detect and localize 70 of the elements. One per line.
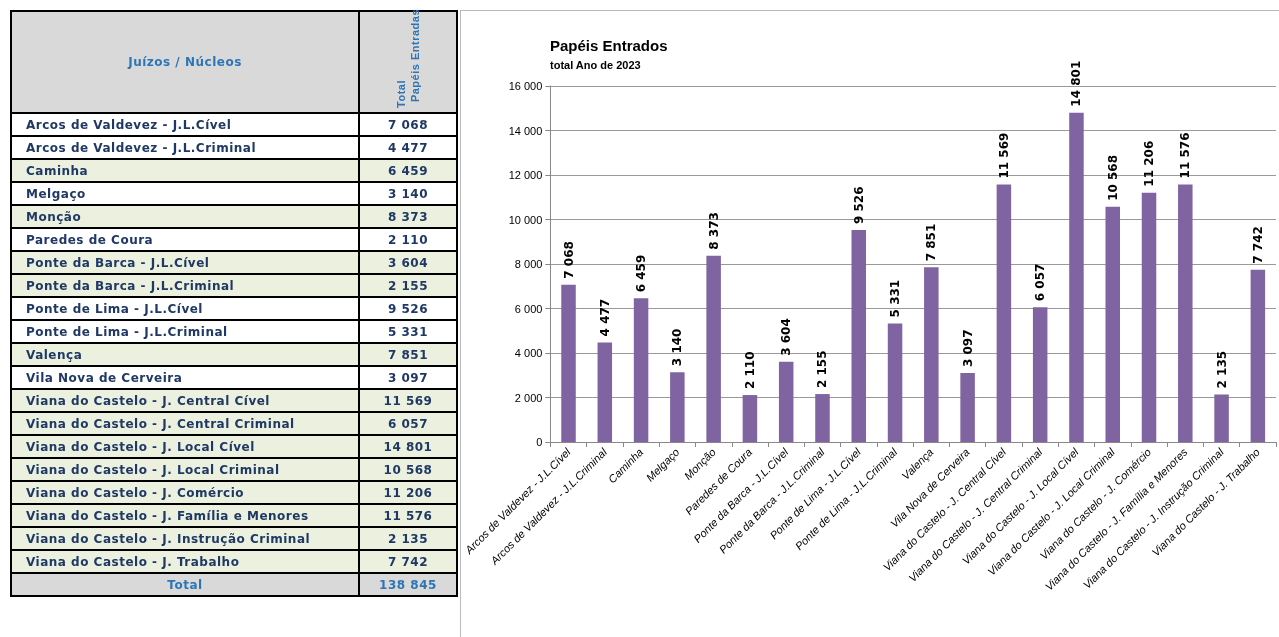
category-label: Arcos de Valdevez - J.L.Criminal [26,140,257,155]
data-label: 8 373 [706,212,721,250]
text: 11 206 [383,485,433,500]
y-tick-label: 14 000 [508,124,543,137]
text: 10 568 [383,462,433,477]
text: 4 477 [387,140,429,155]
text: 5 331 [387,324,429,339]
category-label: Monção [26,209,82,224]
data-label: 11 576 [1178,132,1193,179]
text: 6 057 [387,416,429,431]
y-tick-label: 2 000 [514,391,543,404]
data-label: 11 206 [1142,140,1157,187]
data-label: 10 568 [1105,154,1120,201]
text: 2 110 [387,232,429,247]
text: 8 373 [387,209,429,224]
category-label: Vila Nova de Cerveira [26,370,183,385]
text: 2 135 [387,531,429,546]
category-label: Paredes de Coura [26,232,154,247]
data-label: 6 459 [634,254,649,293]
text: 6 459 [387,163,429,178]
category-label: Caminha [26,163,89,178]
chart-title: Papéis Entrados [550,37,668,54]
y-tick-label: 8 000 [514,258,543,270]
category-label: Viana do Castelo - J. Central Cível [26,393,270,408]
text: 7 068 [387,117,429,132]
text: Total [11,573,359,596]
text: 14 801 [383,439,433,454]
data-label: 7 742 [1250,226,1265,264]
data-label: 14 801 [1069,60,1084,107]
text: 11 576 [383,508,433,523]
text: 11 569 [383,393,433,408]
text: 7 851 [387,347,429,362]
data-label: 3 097 [960,329,975,368]
text: Juízos / Núcleos [11,11,359,113]
y-tick-label: 16 000 [508,80,543,92]
category-label: Ponte da Barca - J.L.Cível [26,255,210,270]
y-tick-label: 4 000 [514,347,543,359]
data-label: 3 140 [670,328,685,367]
text: 2 155 [387,278,429,293]
category-label: Viana do Castelo - J. Central Criminal [26,416,295,431]
data-label: 2 110 [742,351,757,390]
text: 138 845 [359,573,457,596]
data-label: 2 155 [815,350,830,389]
text: Papéis Entradas [409,8,421,102]
category-label: Ponte de Lima - J.L.Criminal [26,324,228,339]
data-label: 3 604 [779,318,794,356]
data-label: 7 851 [924,223,939,262]
text: 3 097 [387,370,429,385]
text: 9 526 [387,301,429,316]
y-tick-label: 12 000 [508,169,543,181]
category-label: Ponte da Barca - J.L.Criminal [26,278,235,293]
category-label: Ponte de Lima - J.L.Cível [26,301,203,316]
data-label: 5 331 [888,279,903,318]
text: Total [395,80,407,108]
data-label: 6 057 [1033,263,1048,302]
data-label: 2 135 [1214,350,1229,389]
category-label: Arcos de Valdevez - J.L.Cível [26,117,232,132]
category-label: Melgaço [26,186,86,201]
text: 7 742 [387,554,429,569]
y-tick-label: 10 000 [508,213,543,226]
chart-subtitle: total Ano de 2023 [550,58,641,71]
data-label: 9 526 [851,186,866,225]
y-tick-label: 0 [536,436,543,448]
data-label: 4 477 [597,298,612,337]
text: 3 140 [387,186,429,201]
y-tick-label: 6 000 [514,302,543,315]
data-label: 11 569 [996,132,1011,179]
category-label: Valença [26,347,83,362]
text: 3 604 [387,255,429,270]
data-label: 7 068 [561,241,576,279]
